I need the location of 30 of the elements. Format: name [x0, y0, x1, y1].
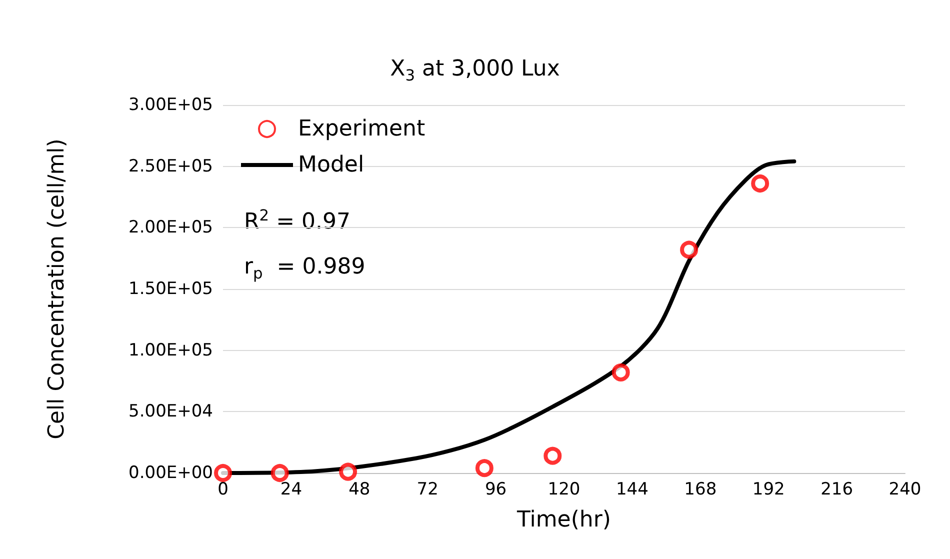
point	[475, 459, 494, 478]
point	[214, 464, 232, 482]
y-tick-label: 0.00E+00	[128, 463, 213, 483]
y-tick-label: 1.00E+05	[128, 340, 213, 360]
point	[612, 363, 630, 382]
point	[751, 174, 770, 193]
x-tick-label: 72	[416, 480, 438, 500]
legend-label: Model	[298, 152, 364, 178]
y-tick-label: 5.00E+04	[128, 402, 213, 422]
x-axis-title: Time(hr)	[516, 508, 611, 532]
x-tick-label: 144	[616, 480, 648, 500]
x-tick-label: 216	[820, 480, 854, 500]
x-tick-label: 96	[484, 480, 507, 500]
x-tick-label: 168	[684, 480, 717, 500]
x-tick-label: 24	[280, 480, 302, 500]
point	[544, 446, 562, 465]
y-tick-label: 3.00E+05	[128, 95, 213, 115]
point	[339, 462, 358, 481]
y-axis-title: Cell Concentration (cell/ml)	[44, 138, 70, 440]
x-tick-label: 120	[548, 480, 580, 500]
y-tick-label: 2.00E+05	[128, 218, 213, 238]
x-tick-label: 192	[752, 480, 785, 500]
point	[270, 464, 289, 482]
point	[680, 240, 698, 259]
legend-label: Experiment	[298, 116, 426, 142]
y-tick-label: 2.50E+05	[128, 156, 213, 176]
x-tick-label: 0	[218, 480, 228, 500]
x-tick-label: 240	[888, 480, 922, 500]
x-tick-label: 48	[348, 480, 370, 500]
y-tick-label: 1.50E+05	[128, 279, 213, 299]
